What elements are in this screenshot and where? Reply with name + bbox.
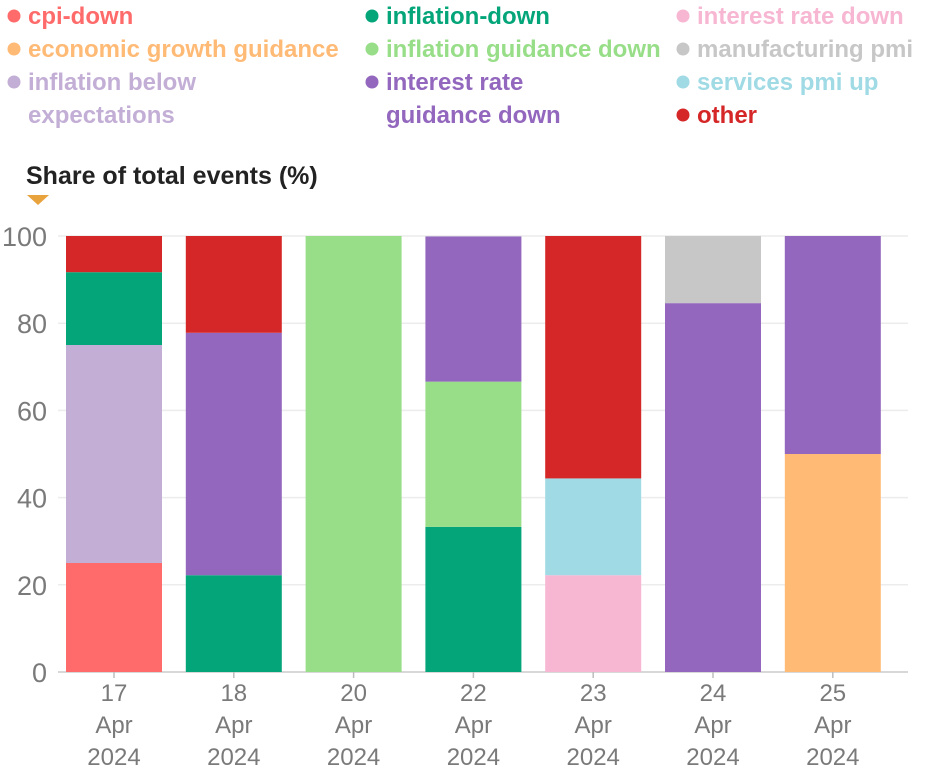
legend-marker [676,75,690,89]
legend-marker [676,42,690,56]
legend-item-services-pmi-up: services pmi up [676,69,878,96]
legend-label: interest rate guidance down [386,69,561,129]
y-tick-label: 100 [2,222,47,252]
bar-other [66,236,162,273]
bar-interest-rate-guidance-down [784,236,881,454]
x-tick-label: 25 Apr 2024 [806,680,859,771]
legend-label: economic growth guidance [28,36,339,63]
bar-interest-rate-down [545,575,642,672]
x-tick-label: 18 Apr 2024 [207,680,260,771]
y-tick-label: 80 [17,309,47,339]
bar-inflation-below-expectations [66,345,162,563]
bar-inflation-down [425,526,522,672]
legend-item-manufacturing-pmi: manufacturing pmi [676,36,913,63]
legend-item-cpi-down: cpi-down [7,3,133,30]
legend-label: inflation below expectations [28,69,196,129]
y-tick-label: 60 [17,396,47,426]
bar-other [545,236,642,479]
legend-item-other: other [676,102,757,129]
legend-marker [676,108,690,122]
legend-marker [7,75,21,89]
bar-inflation-guidance-down [305,236,402,672]
y-tick-label: 40 [17,484,47,514]
bars [66,236,881,672]
legend-marker [676,9,690,23]
y-axis-title-marker [27,195,49,205]
bar-manufacturing-pmi [665,236,761,304]
legend: cpi-down inflation-down interest rate down… [7,3,913,129]
legend-item-economic-growth-guidance: economic growth guidance [7,36,339,63]
x-tick-label: 20 Apr 2024 [327,680,380,771]
bar-other [185,236,282,333]
bar-interest-rate-guidance-down [665,303,761,672]
legend-marker [7,9,21,23]
bar-interest-rate-guidance-down [425,236,522,382]
y-tick-label: 0 [32,658,47,688]
legend-label: inflation-down [386,3,550,30]
x-tick-label: 22 Apr 2024 [447,680,500,771]
x-tick-label: 17 Apr 2024 [87,680,140,771]
x-tick-label: 24 Apr 2024 [686,680,739,771]
legend-label: other [697,102,757,129]
legend-item-inflation-guidance-down: inflation guidance down [365,36,661,63]
bar-cpi-down [66,563,162,672]
legend-item-inflation-down: inflation-down [365,3,550,30]
legend-label: inflation guidance down [386,36,661,63]
legend-label: cpi-down [28,3,133,30]
legend-item-inflation-below-expectations: inflation below expectations [7,69,196,129]
legend-label: interest rate down [697,3,904,30]
y-tick-label: 20 [17,571,47,601]
legend-marker [7,42,21,56]
legend-marker [365,75,379,89]
legend-marker [365,42,379,56]
bar-interest-rate-guidance-down [185,332,282,576]
bar-services-pmi-up [545,478,642,576]
legend-item-interest-rate-guidance-down: interest rate guidance down [365,69,561,129]
y-axis-title: Share of total events (%) [26,162,318,190]
bar-inflation-guidance-down [425,381,522,527]
legend-label: manufacturing pmi [697,36,913,63]
bar-inflation-down [185,575,282,672]
y-axis-ticks: 0 20 40 60 80 100 [2,222,47,688]
legend-label: services pmi up [697,69,878,96]
legend-item-interest-rate-down: interest rate down [676,3,904,30]
legend-marker [365,9,379,23]
x-axis-ticks: 17 Apr 2024 18 Apr 2024 20 Apr 2024 22 Apr 2024 23 Ap… [87,672,859,771]
bar-economic-growth-guidance [784,454,881,672]
bar-inflation-down [66,272,162,345]
x-tick-label: 23 Apr 2024 [567,680,620,771]
